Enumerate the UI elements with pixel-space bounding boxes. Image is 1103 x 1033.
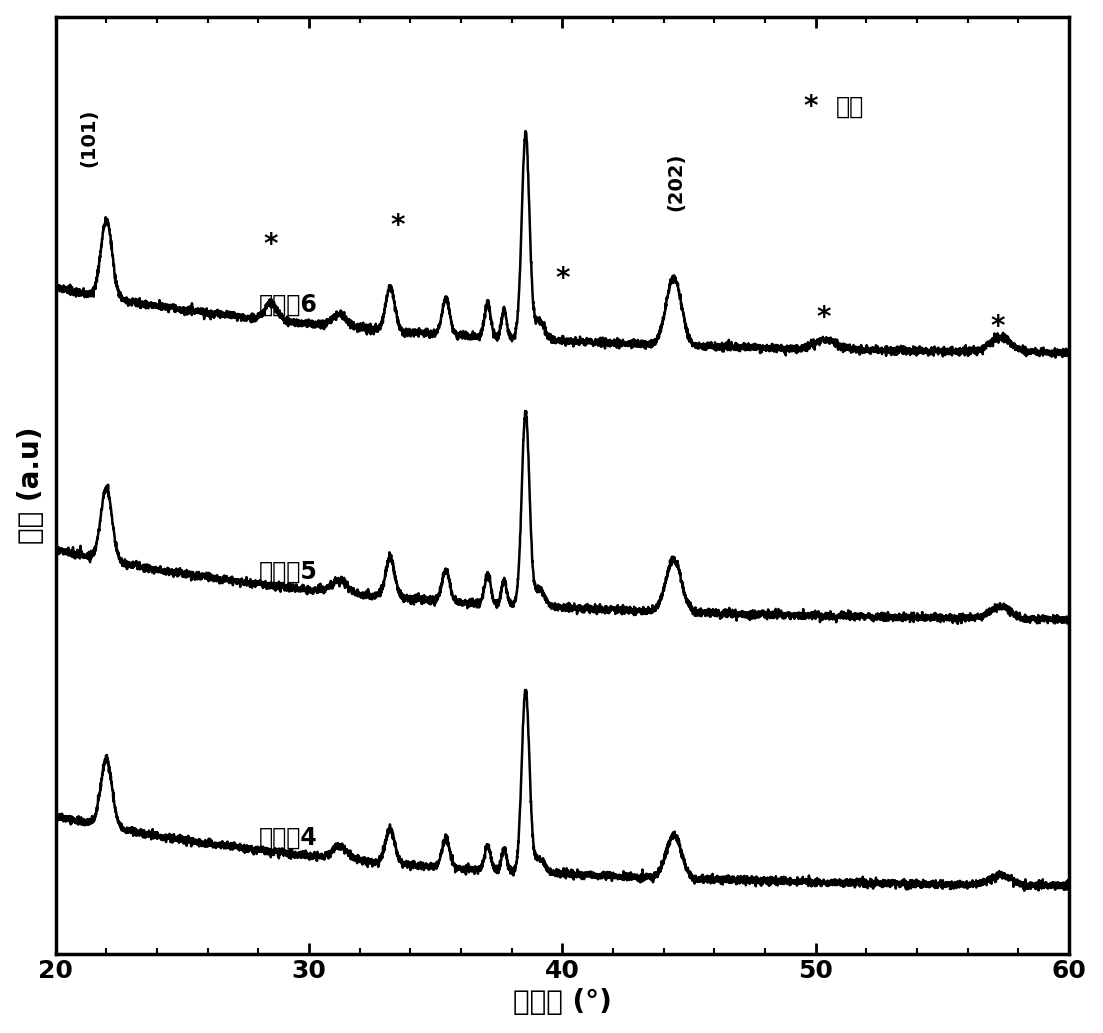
Text: *: * (264, 231, 278, 259)
Text: *: * (555, 265, 569, 293)
Text: *: * (390, 212, 405, 240)
Text: *: * (990, 313, 1005, 342)
Text: 实施例5: 实施例5 (258, 560, 318, 584)
Text: *: * (816, 304, 831, 332)
X-axis label: 衍射角 (°): 衍射角 (°) (513, 989, 612, 1016)
Text: (202): (202) (667, 152, 686, 211)
Text: *: * (804, 93, 828, 121)
Text: 实施例4: 实施例4 (258, 825, 318, 850)
Y-axis label: 强度 (a.u): 强度 (a.u) (17, 427, 44, 544)
Text: 实施例6: 实施例6 (258, 293, 318, 317)
Text: 衬底: 衬底 (836, 95, 864, 119)
Text: (101): (101) (79, 108, 98, 167)
